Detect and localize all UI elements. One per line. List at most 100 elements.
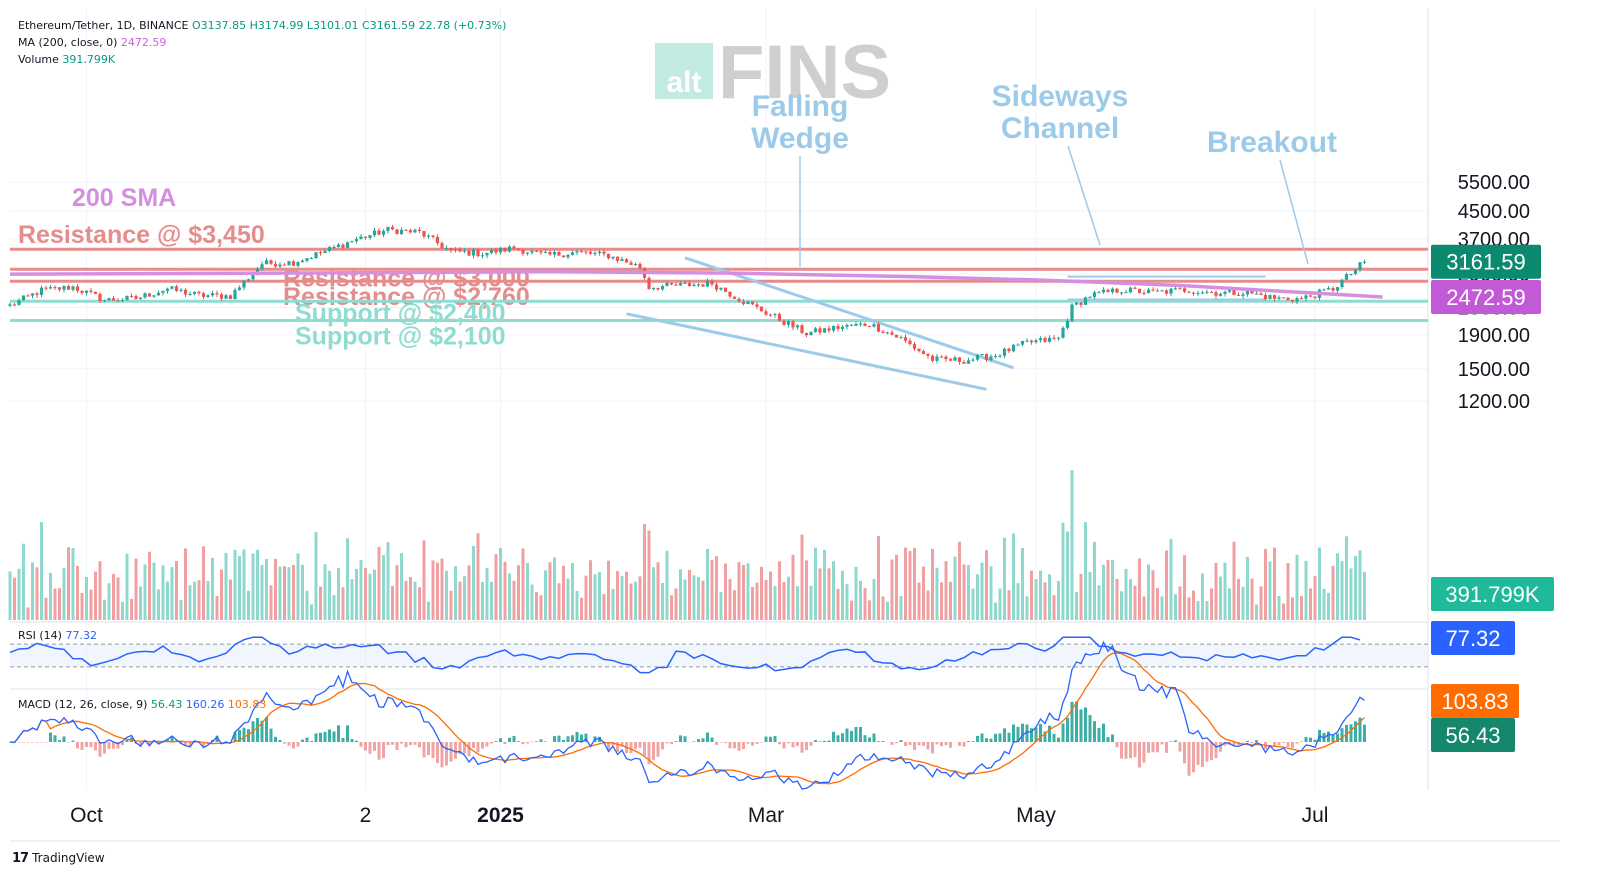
- volume-bar: [944, 561, 948, 620]
- volume-bar: [958, 541, 961, 620]
- candle: [966, 357, 971, 365]
- volume-bar: [719, 591, 723, 620]
- candle: [494, 247, 498, 256]
- volume-bar: [868, 600, 871, 620]
- volume-bar: [796, 586, 799, 620]
- macd-hist-bar: [125, 739, 129, 742]
- macd-hist-bar: [1205, 742, 1209, 762]
- volume-bar: [877, 536, 880, 620]
- volume-bar: [778, 561, 781, 620]
- candle: [1142, 290, 1146, 296]
- macd-hist-bar: [1282, 742, 1285, 744]
- volume-bar: [454, 566, 457, 620]
- volume-bar: [13, 577, 16, 620]
- candle: [215, 290, 219, 298]
- candle: [413, 228, 417, 234]
- candle: [48, 284, 53, 290]
- macd-hist-bar: [274, 736, 277, 742]
- candle: [858, 321, 863, 327]
- candle: [1304, 294, 1308, 302]
- candle: [1052, 335, 1056, 341]
- macd-hist-bar: [665, 742, 669, 744]
- macd-hist-bar: [746, 742, 750, 744]
- volume-bar: [431, 560, 435, 620]
- candle: [62, 285, 66, 293]
- candle: [336, 242, 341, 248]
- volume-bar: [1043, 582, 1047, 620]
- macd-hist-bar: [247, 729, 250, 742]
- macd-hist-bar: [395, 742, 399, 751]
- candle: [854, 321, 858, 327]
- volume-bar: [310, 604, 313, 620]
- candle: [228, 294, 233, 300]
- macd-hist-bar: [1304, 737, 1308, 742]
- macd-hist-bar: [719, 742, 723, 743]
- candle: [723, 287, 728, 293]
- volume-bar: [476, 533, 480, 620]
- ma-label-on-chart: 200 SMA: [72, 184, 176, 212]
- candle: [579, 249, 584, 253]
- candle: [1196, 290, 1200, 297]
- macd-hist-bar: [994, 733, 997, 742]
- macd-hist-bar: [1331, 734, 1335, 742]
- candle: [1362, 259, 1367, 265]
- candle: [8, 302, 12, 308]
- volume-bar: [598, 572, 601, 620]
- volume-bar: [980, 562, 984, 620]
- macd-hist-bar: [607, 742, 610, 751]
- volume-bar: [886, 601, 889, 620]
- volume-bar: [409, 576, 412, 620]
- macd-hist-bar: [1192, 742, 1195, 773]
- volume-bar: [913, 547, 916, 620]
- candle: [638, 262, 642, 270]
- candle: [606, 253, 611, 260]
- macd-hist-bar: [287, 742, 291, 746]
- volume-bar: [553, 557, 556, 620]
- volume-bar: [328, 570, 331, 620]
- candle: [840, 325, 845, 332]
- macd-hist-bar: [265, 717, 268, 742]
- volume-bar: [184, 548, 187, 620]
- macd-hist-bar: [962, 742, 966, 747]
- volume-bar: [1106, 559, 1110, 620]
- candle: [660, 284, 665, 292]
- volume-bar: [562, 565, 565, 620]
- macd-value: 56.43: [150, 698, 183, 711]
- volume-bar: [368, 573, 372, 620]
- candle: [71, 285, 75, 292]
- candle: [35, 291, 39, 298]
- macd-hist-bar: [1012, 724, 1015, 742]
- macd-hist-bar: [620, 742, 624, 747]
- volume-bar: [85, 576, 88, 620]
- candle: [593, 250, 597, 257]
- macd-hist-bar: [319, 732, 322, 742]
- macd-hist-bar: [881, 741, 885, 742]
- macd-hist-bar: [377, 742, 381, 760]
- macd-hist-bar: [58, 740, 61, 742]
- macd-hist-bar: [544, 741, 547, 742]
- candle: [633, 262, 638, 266]
- macd-hist-bar: [832, 731, 835, 742]
- candle: [674, 281, 678, 286]
- volume-bar: [229, 579, 232, 620]
- macd-hist-bar: [1223, 742, 1227, 746]
- tradingview-logo[interactable]: 17 TradingView: [12, 851, 105, 866]
- candle: [66, 284, 71, 290]
- candle: [719, 287, 723, 292]
- candle: [296, 260, 300, 268]
- macd-hist-bar: [1003, 728, 1006, 742]
- volume-bar: [728, 578, 732, 620]
- macd-hist-bar: [643, 742, 646, 756]
- candle: [273, 261, 278, 268]
- candle: [44, 285, 48, 291]
- candle: [143, 292, 147, 299]
- candle: [894, 334, 899, 338]
- volume-bar: [233, 549, 237, 620]
- candle: [584, 251, 588, 255]
- macd-hist-bar: [890, 742, 894, 745]
- candle: [710, 278, 714, 287]
- volume-bar: [1313, 575, 1317, 620]
- candle: [516, 248, 521, 252]
- macd-hist-bar: [827, 740, 831, 742]
- macd-hist-bar: [1255, 740, 1258, 742]
